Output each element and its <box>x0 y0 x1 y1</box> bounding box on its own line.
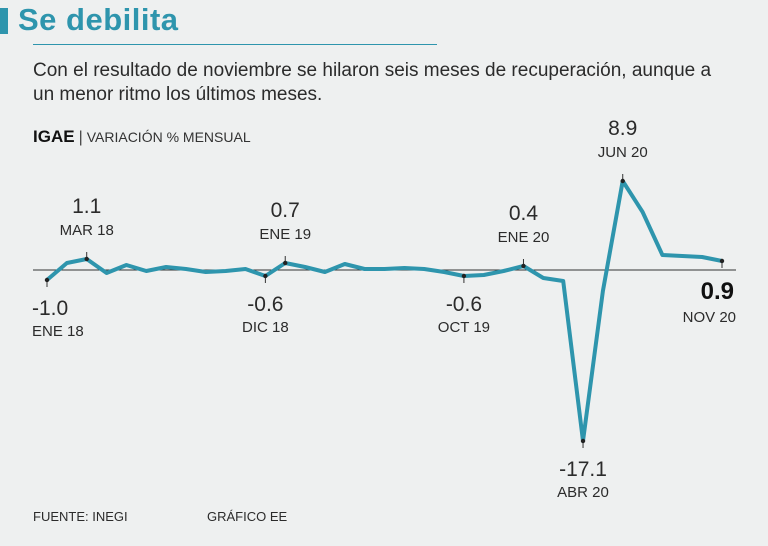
annotation-marker-ene-18 <box>44 277 50 283</box>
series-heading: IGAE | VARIACIÓN % MENSUAL <box>33 127 251 147</box>
data-point-sep-18 <box>204 270 208 274</box>
date-label-ene-20: ENE 20 <box>498 229 550 246</box>
value-label-nov-20: 0.9 <box>701 278 734 305</box>
data-point-feb-18 <box>65 261 69 265</box>
value-label-mar-18: 1.1 <box>72 195 101 218</box>
data-point-sep-20 <box>680 254 684 258</box>
data-point-may-18 <box>124 263 128 267</box>
data-point-jul-18 <box>164 265 168 269</box>
data-point-dic-19 <box>502 269 506 273</box>
data-point-abr-19 <box>343 262 347 266</box>
data-point-ago-20 <box>660 253 664 257</box>
date-label-abr-20: ABR 20 <box>557 484 609 501</box>
data-point-mar-20 <box>561 279 565 283</box>
date-label-dic-18: DIC 18 <box>242 319 289 336</box>
value-label-oct-19: -0.6 <box>446 293 482 316</box>
data-point-ago-19 <box>422 267 426 271</box>
data-point-may-20 <box>601 289 605 293</box>
annotation-marker-mar-18 <box>84 256 89 262</box>
chart-subtitle: Con el resultado de noviembre se hilaron… <box>33 60 712 105</box>
data-point-may-19 <box>363 267 367 271</box>
data-point-oct-20 <box>700 255 704 259</box>
data-point-jun-19 <box>383 267 386 271</box>
annotation-marker-ene-20 <box>521 263 526 269</box>
annotation-marker-nov-20 <box>719 258 725 264</box>
value-label-jun-20: 8.9 <box>608 117 637 140</box>
data-point-feb-19 <box>303 265 307 269</box>
annotation-marker-dic-18 <box>263 273 268 279</box>
date-label-oct-19: OCT 19 <box>438 319 490 336</box>
data-point-jul-19 <box>402 266 406 270</box>
title-accent-bar <box>0 8 8 34</box>
value-label-abr-20: -17.1 <box>559 458 607 481</box>
date-label-mar-18: MAR 18 <box>60 222 114 239</box>
data-point-nov-18 <box>244 267 248 271</box>
data-point-mar-19 <box>323 270 327 274</box>
data-point-abr-18 <box>105 271 109 275</box>
data-point-jul-20 <box>641 210 645 214</box>
date-label-jun-20: JUN 20 <box>598 144 648 161</box>
annotation-marker-abr-20 <box>580 438 586 444</box>
annotation-marker-jun-20 <box>620 178 625 184</box>
title-divider <box>33 44 437 45</box>
chart-title: Se debilita <box>18 2 179 37</box>
data-point-ago-18 <box>184 267 188 271</box>
series-line-igae <box>45 179 724 443</box>
value-label-ene-20: 0.4 <box>509 202 539 225</box>
data-point-feb-20 <box>541 276 545 280</box>
annotation-marker-oct-19 <box>461 273 467 279</box>
data-point-oct-18 <box>224 269 228 273</box>
date-label-nov-20: NOV 20 <box>683 309 736 326</box>
source-note: FUENTE: INEGI <box>33 509 128 524</box>
data-point-nov-19 <box>482 273 486 277</box>
series-separator: | <box>78 129 83 146</box>
date-label-ene-18: ENE 18 <box>32 323 84 340</box>
data-point-jun-18 <box>144 269 148 273</box>
data-point-sep-19 <box>442 270 446 274</box>
credit-note: GRÁFICO EE <box>207 509 288 524</box>
series-name: IGAE <box>33 127 75 146</box>
annotation-marker-ene-19 <box>283 260 288 266</box>
series-description: VARIACIÓN % MENSUAL <box>86 129 251 145</box>
date-label-ene-19: ENE 19 <box>259 226 311 243</box>
value-label-ene-19: 0.7 <box>271 199 300 222</box>
value-label-ene-18: -1.0 <box>32 297 68 320</box>
value-label-dic-18: -0.6 <box>247 293 283 316</box>
